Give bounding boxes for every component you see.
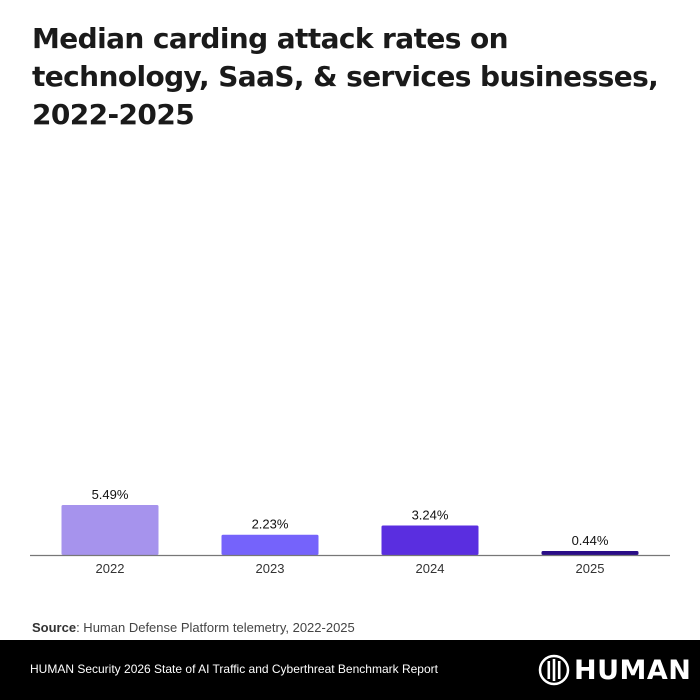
bar-2024 <box>381 525 479 555</box>
x-tick-label-2023: 2023 <box>256 561 285 576</box>
data-label-2024: 3.24% <box>412 508 449 523</box>
x-tick-label-2025: 2025 <box>576 561 605 576</box>
logo-wordmark: HUMAN <box>574 654 692 686</box>
x-tick-label-2024: 2024 <box>416 561 445 576</box>
footer-bar: HUMAN Security 2026 State of AI Traffic … <box>0 640 700 700</box>
chart-title: Median carding attack rates on technolog… <box>32 22 659 131</box>
report-name: HUMAN Security 2026 State of AI Traffic … <box>30 662 438 676</box>
data-label-2022: 5.49% <box>92 487 129 502</box>
data-label-2025: 0.44% <box>572 533 609 548</box>
data-label-2023: 2.23% <box>252 517 289 532</box>
source-text: : Human Defense Platform telemetry, 2022… <box>76 620 355 635</box>
x-tick-label-2022: 2022 <box>96 561 125 576</box>
bar-2025 <box>541 550 639 555</box>
human-logo: HUMAN <box>538 654 691 686</box>
bar-2023 <box>221 534 319 555</box>
source-note: Source: Human Defense Platform telemetry… <box>32 620 355 635</box>
human-logo-icon <box>538 654 570 686</box>
bar-2022 <box>61 505 159 555</box>
source-label: Source <box>32 620 77 635</box>
